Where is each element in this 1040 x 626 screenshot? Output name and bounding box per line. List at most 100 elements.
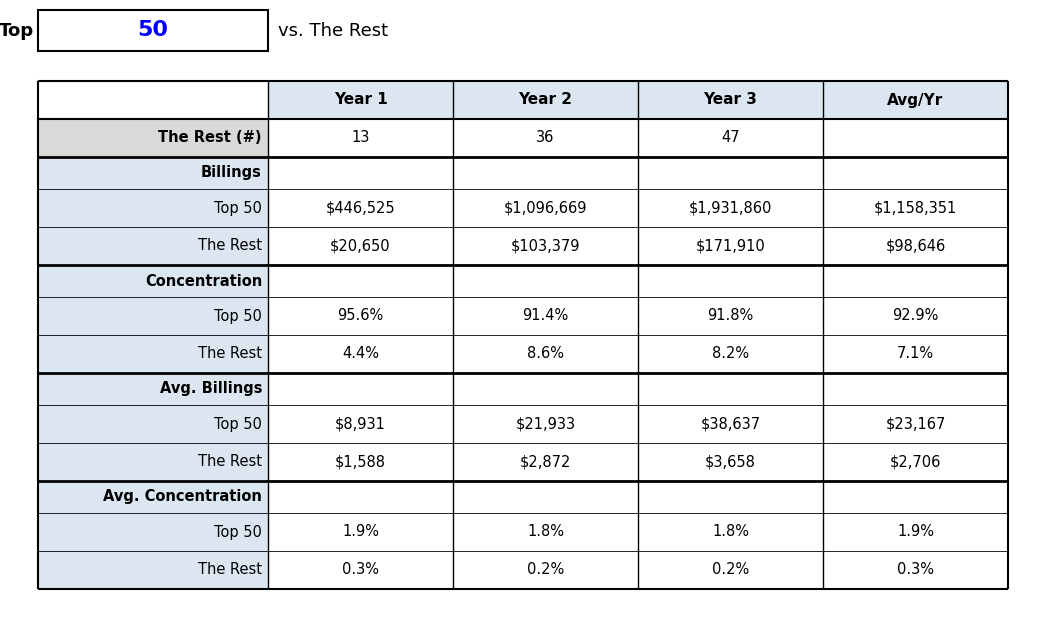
Text: The Rest: The Rest [198,239,262,254]
Text: $446,525: $446,525 [326,200,395,215]
Text: $1,096,669: $1,096,669 [503,200,588,215]
Bar [38,481,268,513]
Text: 0.2%: 0.2% [527,563,564,578]
Bar [268,481,453,513]
Text: vs. The Rest: vs. The Rest [278,21,388,39]
Bar [38,373,268,405]
Bar [823,443,1008,481]
Bar [638,513,823,551]
Text: $8,931: $8,931 [335,416,386,431]
Bar [453,189,638,227]
Text: $2,706: $2,706 [890,454,941,470]
Bar [38,513,268,551]
Bar [38,265,268,297]
Text: 8.2%: 8.2% [712,347,749,361]
Bar [268,297,453,335]
Text: 0.3%: 0.3% [896,563,934,578]
Bar [38,335,268,373]
Text: Year 3: Year 3 [704,93,757,108]
Bar [823,189,1008,227]
Text: The Rest (#): The Rest (#) [158,130,262,145]
Bar [38,443,268,481]
Text: Top 50: Top 50 [214,416,262,431]
Text: 95.6%: 95.6% [337,309,384,324]
Bar [453,81,638,119]
Bar [453,157,638,189]
Bar [38,10,268,51]
Bar [823,513,1008,551]
Text: Top 50: Top 50 [214,200,262,215]
Bar [823,405,1008,443]
Bar [638,481,823,513]
Text: 1.8%: 1.8% [712,525,749,540]
Bar [823,297,1008,335]
Bar [638,551,823,589]
Bar [453,513,638,551]
Text: 0.2%: 0.2% [711,563,749,578]
Bar [823,551,1008,589]
Text: $1,588: $1,588 [335,454,386,470]
Text: Year 1: Year 1 [334,93,387,108]
Bar [823,335,1008,373]
Text: Avg. Billings: Avg. Billings [159,381,262,396]
Text: 13: 13 [352,130,369,145]
Text: 50: 50 [137,21,168,41]
Text: 36: 36 [537,130,554,145]
Bar [638,297,823,335]
Text: $23,167: $23,167 [885,416,945,431]
Bar [268,551,453,589]
Bar [638,157,823,189]
Text: $1,931,860: $1,931,860 [688,200,772,215]
Bar [268,373,453,405]
Bar [453,227,638,265]
Text: 91.8%: 91.8% [707,309,754,324]
Bar [638,405,823,443]
Bar [638,265,823,297]
Bar [453,119,638,157]
Bar [268,405,453,443]
Text: Billings: Billings [201,165,262,180]
Text: The Rest: The Rest [198,454,262,470]
Bar [823,157,1008,189]
Bar [268,189,453,227]
Text: Year 2: Year 2 [519,93,572,108]
Text: 8.6%: 8.6% [527,347,564,361]
Bar [38,227,268,265]
Text: $2,872: $2,872 [520,454,571,470]
Bar [638,335,823,373]
Bar [638,81,823,119]
Bar [638,443,823,481]
Text: Top 50: Top 50 [214,309,262,324]
Bar [268,443,453,481]
Text: $103,379: $103,379 [511,239,580,254]
Text: 1.9%: 1.9% [342,525,379,540]
Bar [453,481,638,513]
Text: The Rest: The Rest [198,347,262,361]
Text: Top 50: Top 50 [214,525,262,540]
Text: Avg/Yr: Avg/Yr [887,93,943,108]
Bar [638,227,823,265]
Bar [268,265,453,297]
Text: 1.8%: 1.8% [527,525,564,540]
Text: 92.9%: 92.9% [892,309,939,324]
Bar [38,81,268,119]
Text: $98,646: $98,646 [885,239,945,254]
Bar [453,551,638,589]
Bar [823,265,1008,297]
Bar [823,373,1008,405]
Text: Top: Top [0,21,34,39]
Bar [268,227,453,265]
Bar [823,481,1008,513]
Text: 0.3%: 0.3% [342,563,379,578]
Text: The Rest: The Rest [198,563,262,578]
Bar [38,157,268,189]
Text: $3,658: $3,658 [705,454,756,470]
Bar [38,405,268,443]
Bar [268,335,453,373]
Bar [268,81,453,119]
Bar [453,297,638,335]
Bar [268,119,453,157]
Bar [453,443,638,481]
Text: Concentration: Concentration [145,274,262,289]
Text: Avg. Concentration: Avg. Concentration [103,490,262,505]
